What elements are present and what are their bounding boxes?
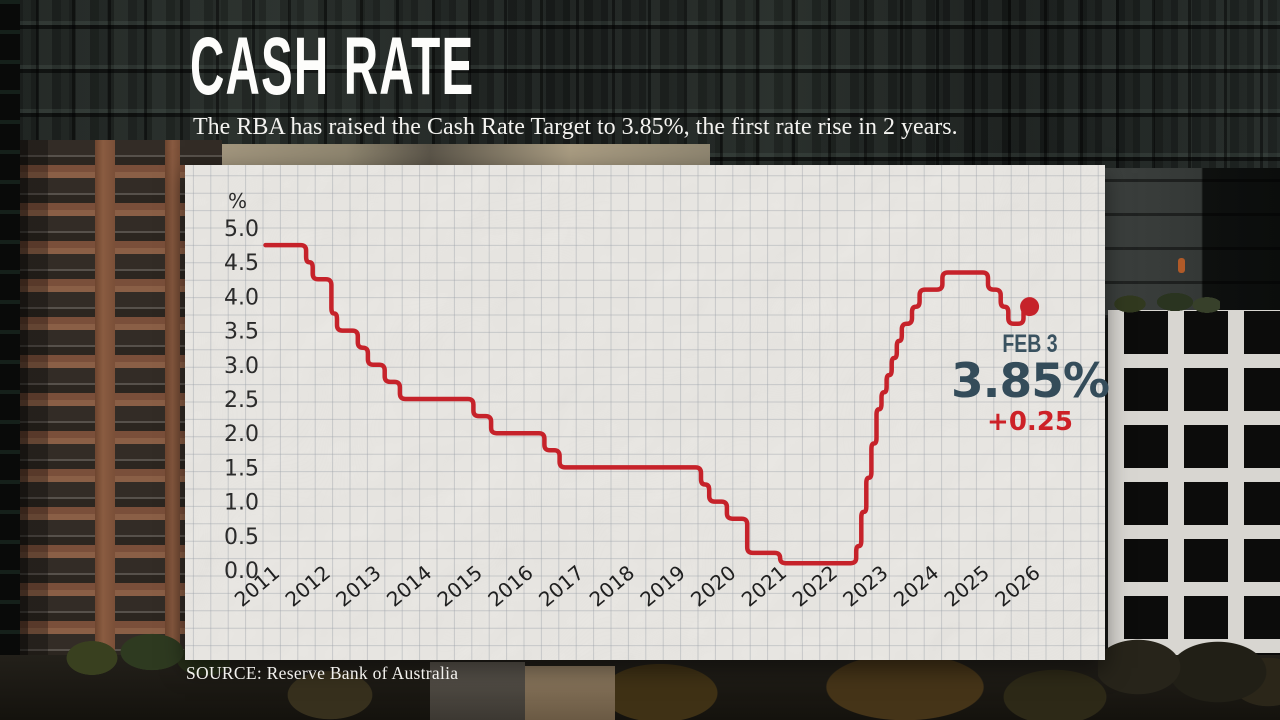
y-axis-label: 1.0 [224, 491, 259, 516]
page-title: CASH RATE [190, 26, 680, 108]
low-building [430, 662, 525, 720]
paper-crumple-texture [185, 165, 1105, 660]
y-axis-label: 2.0 [224, 422, 259, 447]
y-axis-label: 2.5 [224, 388, 259, 413]
latest-rate-annotation: FEB 3 3.85% +0.25 [945, 331, 1115, 438]
balcony-plants [1105, 288, 1220, 318]
y-axis-label: 4.0 [224, 285, 259, 310]
y-axis-label: 0.0 [224, 559, 259, 584]
y-axis-label: 0.5 [224, 525, 259, 550]
chart-paper: % 5.0 4.5 4.0 3.5 3.0 2.5 2.0 1.5 1.0 0.5 0.0 2011 2… [185, 165, 1105, 660]
y-axis-label: 1.5 [224, 456, 259, 481]
y-axis-label: 4.5 [224, 251, 259, 276]
rate-line-layer [263, 242, 1040, 566]
annotation-change: +0.25 [987, 407, 1073, 437]
building-pier [95, 140, 115, 672]
latest-rate-dot [1020, 297, 1040, 317]
grid-lines [185, 165, 1105, 660]
annotation-date: FEB 3 [1002, 330, 1058, 358]
dark-building-edge [0, 0, 20, 720]
y-axis-label: 3.0 [224, 354, 259, 379]
person-on-balcony [1178, 258, 1185, 273]
trees [1098, 612, 1280, 720]
low-building [525, 666, 615, 720]
y-axis-label: 5.0 [224, 217, 259, 242]
annotation-rate: 3.85% [950, 354, 1110, 409]
y-axis-label: 3.5 [224, 320, 259, 345]
y-axis: % 5.0 4.5 4.0 3.5 3.0 2.5 2.0 1.5 1.0 0.5 0.0 [224, 189, 259, 584]
y-axis-unit-label: % [228, 189, 247, 213]
building-pier [165, 140, 180, 672]
header: CASH RATE The RBA has raised the Cash Ra… [0, 0, 1280, 160]
cash-rate-chart: %5.04.54.03.53.02.52.01.51.00.50.0 20112… [185, 165, 1105, 660]
source-credit: SOURCE: Reserve Bank of Australia [186, 663, 459, 683]
subtitle: The RBA has raised the Cash Rate Target … [193, 114, 958, 140]
cash-rate-step-line [263, 242, 1032, 566]
page-title-text: CASH RATE [190, 21, 475, 112]
